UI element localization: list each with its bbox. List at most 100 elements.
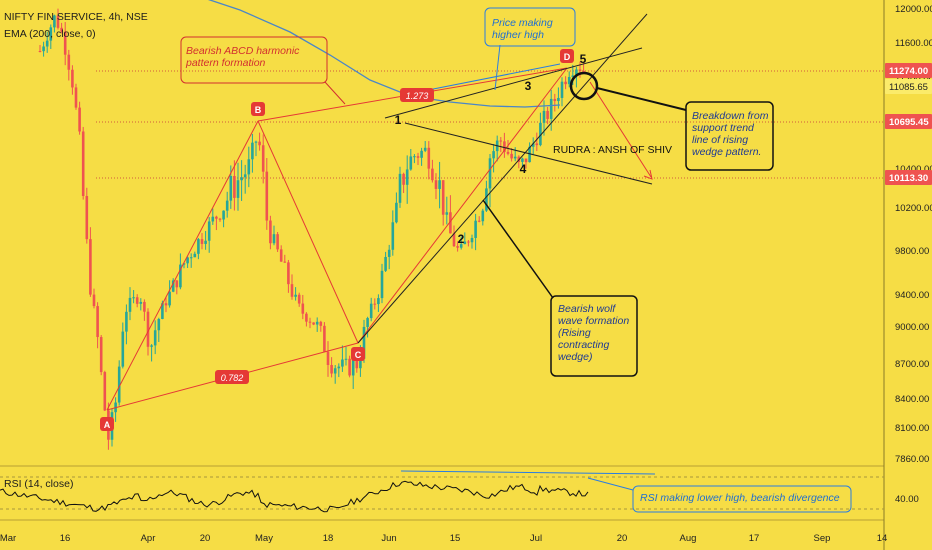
- time-tick-label: 15: [450, 533, 461, 544]
- candle-body: [560, 81, 564, 98]
- rsi-legend: RSI (14, close): [4, 478, 74, 490]
- candle-body: [258, 141, 261, 146]
- price-tick-label: 9400.00: [895, 290, 929, 301]
- price-arrow: [412, 63, 561, 94]
- candle-body: [143, 301, 146, 312]
- candle-body: [45, 40, 49, 47]
- candle-body: [229, 176, 233, 201]
- wolf-wave-point: 2: [458, 232, 465, 246]
- candle-body: [416, 156, 420, 158]
- candle-body: [272, 234, 276, 244]
- candle-body: [182, 263, 186, 265]
- candle-body: [546, 110, 549, 119]
- candle-body: [211, 216, 215, 222]
- candle-body: [96, 306, 99, 338]
- candle-body: [513, 156, 517, 159]
- price-tick-label: 7620.00: [895, 0, 929, 3]
- candle-body: [236, 180, 240, 198]
- price-tick-label: 8100.00: [895, 423, 929, 434]
- fib-ratio-label: 1.273: [406, 91, 429, 101]
- candle-body: [301, 303, 305, 314]
- candle-body: [99, 337, 103, 373]
- candle-body: [283, 261, 287, 263]
- candle-body: [103, 372, 107, 411]
- price-note-box: [484, 7, 576, 47]
- candle-body: [380, 270, 384, 299]
- abcd-point-marker: [560, 49, 574, 63]
- candle-body: [315, 321, 319, 325]
- candle-body: [521, 158, 524, 162]
- time-tick-label: Jul: [530, 533, 542, 544]
- candle-body: [247, 159, 251, 175]
- candle-body: [197, 239, 200, 254]
- candle-body: [459, 244, 463, 248]
- candle-body: [398, 173, 402, 203]
- rsi-tick-label: 40.00: [895, 494, 919, 505]
- candle-body: [125, 311, 128, 332]
- symbol-title: NIFTY FIN SERVICE, 4h, NSE: [4, 11, 148, 23]
- candle-body: [135, 297, 139, 304]
- candle-body: [92, 294, 96, 307]
- candle-body: [492, 151, 495, 159]
- time-tick-label: 14: [877, 533, 888, 544]
- candle-body: [420, 150, 423, 158]
- candle-body: [121, 331, 125, 367]
- candle-body: [506, 151, 510, 154]
- candle-body: [387, 249, 391, 257]
- candle-body: [485, 188, 488, 211]
- candle-body: [200, 239, 204, 244]
- wolf-wave-point: 4: [520, 162, 527, 176]
- abcd-point-label: A: [104, 420, 111, 430]
- candle-body: [323, 325, 326, 352]
- candle-body: [233, 176, 236, 198]
- candle-body: [402, 173, 405, 185]
- wedge-resistance-line: [384, 47, 643, 119]
- candle-body: [553, 98, 557, 102]
- time-tick-label: Aug: [680, 533, 697, 544]
- price-tick-label: 7860.00: [895, 454, 929, 465]
- candle-body: [222, 210, 225, 220]
- candle-body: [355, 360, 359, 369]
- fib-ratio-tag: [400, 88, 434, 102]
- abcd-point-label: B: [255, 105, 262, 115]
- candle-body: [333, 368, 337, 374]
- time-tick-label: 20: [200, 533, 211, 544]
- candle-body: [204, 240, 207, 244]
- candle-body: [269, 220, 272, 244]
- candle-body: [207, 221, 211, 241]
- candle-body: [549, 98, 553, 119]
- candle-body: [524, 158, 528, 163]
- candle-body: [369, 303, 373, 319]
- rsi-line: [0, 480, 589, 513]
- candle-body: [362, 326, 366, 359]
- rsi-note: RSI making lower high, bearish divergenc…: [640, 492, 840, 504]
- candle-body: [261, 145, 265, 172]
- wolf-wave-point: 3: [525, 79, 532, 93]
- candle-body: [189, 257, 193, 259]
- candle-body: [171, 280, 175, 292]
- candle-body: [470, 237, 474, 243]
- fib-ratio-label: 0.782: [221, 373, 244, 383]
- wolf-pointer: [482, 199, 554, 299]
- candle-body: [312, 322, 315, 325]
- time-tick-label: 17: [749, 533, 760, 544]
- candle-body: [571, 75, 575, 77]
- candle-body: [528, 146, 531, 163]
- candle-body: [168, 291, 171, 306]
- abcd-point-label: C: [355, 350, 362, 360]
- price-note-tail: [494, 44, 501, 91]
- candle-body: [391, 222, 395, 250]
- candle-body: [38, 51, 42, 52]
- price-tag-box: [885, 79, 932, 94]
- candle-body: [71, 69, 74, 88]
- time-tick-label: 16: [60, 533, 71, 544]
- candle-body: [477, 220, 481, 222]
- candle-body: [240, 177, 243, 181]
- abcd-point-marker: [251, 102, 265, 116]
- fib-ratio-tag: [215, 370, 249, 384]
- candle-body: [452, 233, 456, 247]
- candle-body: [503, 141, 506, 152]
- price-tag-label: 11085.65: [889, 82, 928, 93]
